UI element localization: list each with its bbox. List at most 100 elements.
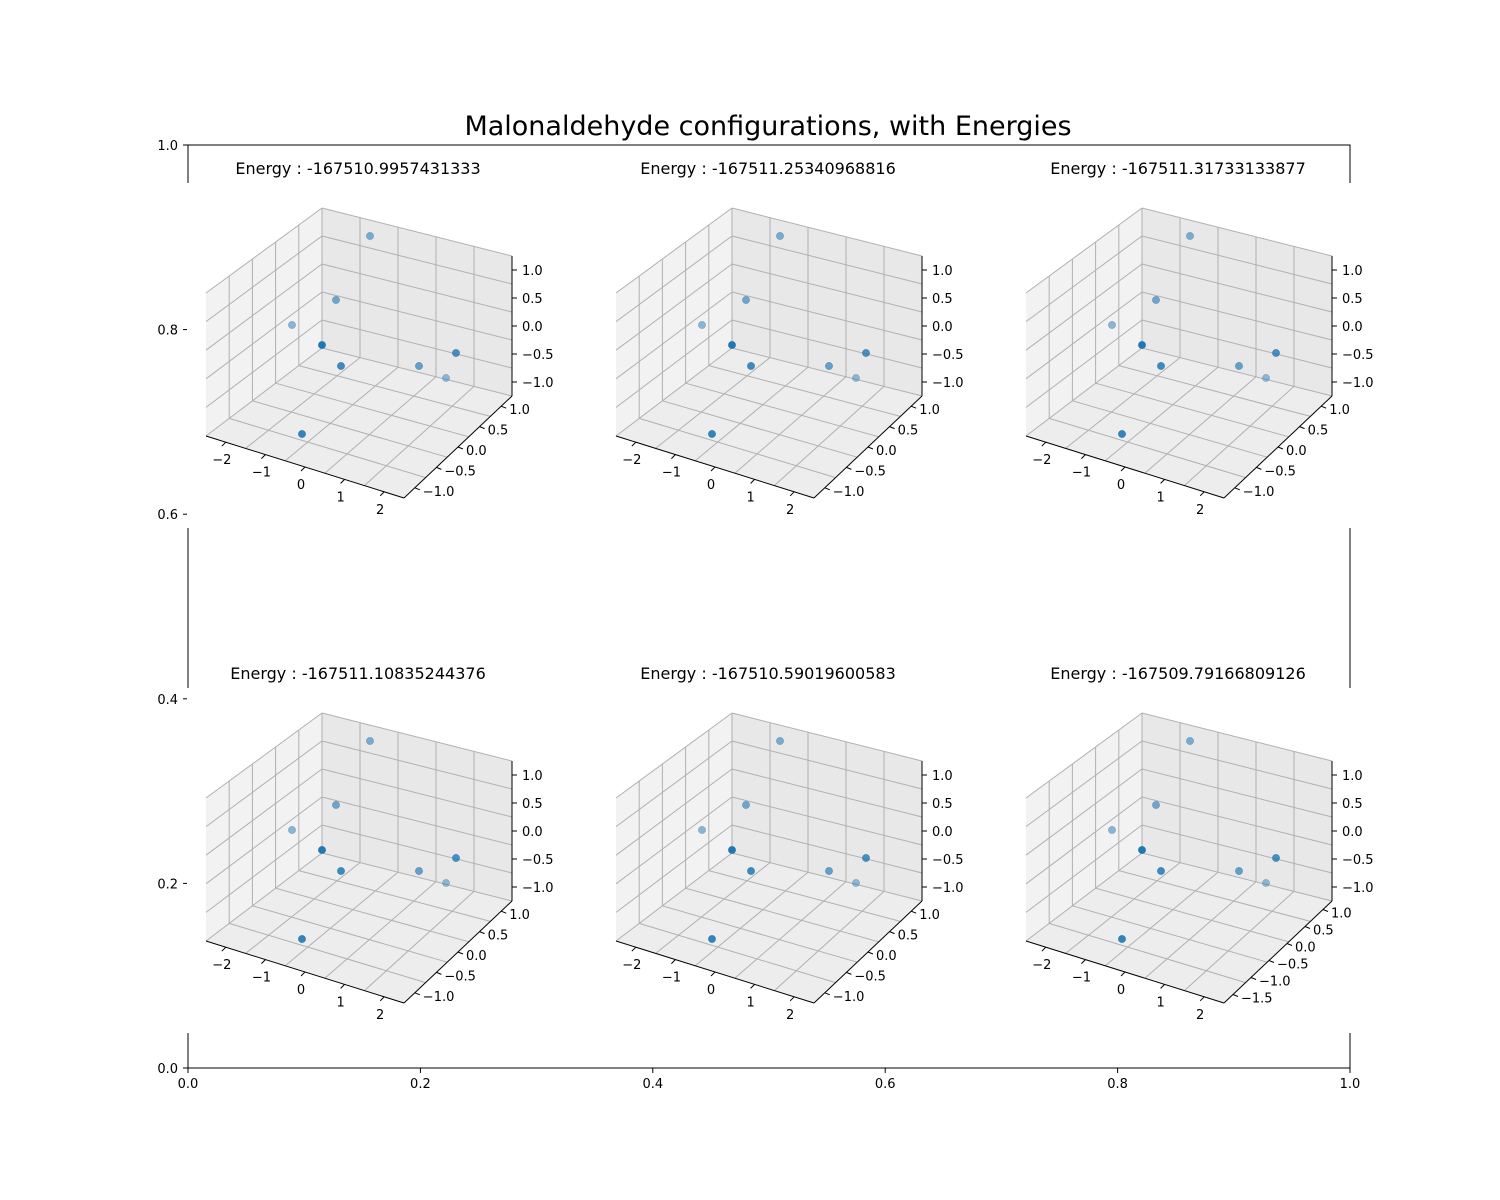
right-z-grid-line <box>321 796 513 846</box>
x-tick-mark <box>300 466 306 472</box>
left-pane <box>1026 208 1142 436</box>
z-tick-label: −0.5 <box>1342 853 1374 868</box>
y-tick-mark <box>414 992 420 996</box>
outer-x-tick-label: 0.0 <box>178 1077 199 1092</box>
scatter-point <box>1138 341 1146 349</box>
floor-grid-line <box>639 922 836 984</box>
x-tick-label: −2 <box>622 453 641 468</box>
subplot-3d-1: −2−1012−1.0−0.50.00.51.01.00.50.0−0.5−1.… <box>187 159 577 528</box>
floor-grid-line <box>1144 376 1257 474</box>
scatter-point <box>452 349 460 357</box>
outer-y-tick-label: 0.8 <box>157 324 178 339</box>
left-z-grid-line <box>1025 740 1143 828</box>
y-tick-label: 0.5 <box>488 424 509 439</box>
floor-grid-line <box>1049 417 1246 479</box>
scatter-point <box>1152 801 1160 809</box>
scatter-point <box>747 362 755 370</box>
z-tick-label: 0.0 <box>522 825 543 840</box>
subplot-3d-2: −2−1012−1.0−0.50.00.51.01.00.50.0−0.5−1.… <box>597 159 987 528</box>
y-tick-label: −1.0 <box>423 990 455 1005</box>
box-edge <box>615 712 733 799</box>
y-tick-mark <box>1321 405 1327 409</box>
floor-grid-line <box>655 862 771 954</box>
x-tick-label: 0 <box>297 983 305 998</box>
right-z-grid-line <box>731 291 923 341</box>
x-tick-label: 1 <box>336 995 344 1010</box>
x-tick-label: −1 <box>662 466 681 481</box>
box-edge <box>1025 207 1143 294</box>
left-z-grid-line <box>615 824 733 913</box>
right-pane <box>322 208 512 396</box>
y-tick-mark <box>436 971 442 975</box>
floor-grid-line <box>708 870 901 922</box>
x-tick-mark <box>340 479 345 484</box>
y-tick-label: 1.0 <box>509 908 530 923</box>
floor-grid-line <box>245 357 361 449</box>
x-tick-label: 0 <box>1117 478 1125 493</box>
subplot-title: Energy : -167511.25340968816 <box>640 159 896 178</box>
x-tick-mark <box>221 441 227 447</box>
x-tick-mark <box>750 984 755 989</box>
x-tick-mark <box>1199 491 1205 497</box>
subplot-title: Energy : -167511.10835244376 <box>230 664 486 683</box>
floor-grid-line <box>708 365 901 417</box>
x-tick-label: −2 <box>622 958 641 973</box>
left-z-grid-line <box>205 796 323 885</box>
right-z-grid-line <box>321 235 513 285</box>
floor-grid-line <box>1095 887 1289 943</box>
subplot-title: Energy : -167510.59019600583 <box>640 664 896 683</box>
right-z-grid-line <box>1141 235 1333 285</box>
y-tick-mark <box>1299 426 1305 430</box>
subplot-3d-4: −2−1012−1.0−0.50.00.51.01.00.50.0−0.5−1.… <box>187 664 577 1033</box>
outer-x-tick-label: 0.4 <box>642 1077 663 1092</box>
right-pane <box>322 713 512 901</box>
x-tick-mark <box>1041 441 1047 447</box>
y-tick-label: −0.5 <box>444 969 476 984</box>
y-tick-mark <box>911 910 917 914</box>
subplot-3d-5: −2−1012−1.0−0.50.00.51.01.00.50.0−0.5−1.… <box>597 664 987 1033</box>
floor-grid-line <box>1104 871 1219 967</box>
y-tick-label: 0.0 <box>466 949 487 964</box>
x-tick-mark <box>631 946 637 952</box>
scatter-point <box>728 846 736 854</box>
floor-grid-line <box>734 881 847 979</box>
y-tick-label: 1.0 <box>1331 907 1352 922</box>
scatter-point <box>1272 854 1280 862</box>
x-tick-mark <box>671 454 676 459</box>
z-tick-label: 1.0 <box>522 769 543 784</box>
z-tick-label: 0.0 <box>522 320 543 335</box>
floor-grid-line <box>284 871 399 967</box>
y-tick-mark <box>457 446 464 450</box>
floor-grid-line <box>284 366 399 462</box>
x-tick-label: −2 <box>1032 958 1051 973</box>
floor-grid-line <box>245 862 361 954</box>
floor-grid-line <box>694 366 809 462</box>
x-tick-label: −1 <box>662 971 681 986</box>
box-edge <box>205 207 323 294</box>
x-tick-mark <box>1160 479 1165 484</box>
scatter-point <box>698 826 706 834</box>
left-pane <box>206 713 322 941</box>
x-tick-mark <box>710 971 716 977</box>
floor-grid-line <box>1072 905 1268 963</box>
floor-grid-line <box>364 386 475 486</box>
z-tick-label: −1.0 <box>1342 376 1374 391</box>
scatter-point <box>288 826 296 834</box>
y-tick-mark <box>1268 960 1275 963</box>
floor-grid-line <box>275 382 469 438</box>
z-tick-label: 1.0 <box>932 769 953 784</box>
outer-y-tick-label: 0.6 <box>157 508 178 523</box>
scatter-point <box>852 879 860 887</box>
floor-grid-line <box>1184 891 1295 991</box>
box-edge <box>205 712 323 799</box>
box-edge <box>1025 712 1143 799</box>
y-tick-label: −1.5 <box>1241 992 1273 1007</box>
y-tick-label: 0.0 <box>1295 941 1316 956</box>
x-tick-label: 2 <box>1196 503 1204 518</box>
floor-grid-line <box>252 905 448 963</box>
scatter-point <box>366 737 374 745</box>
left-z-grid-line <box>1025 263 1143 351</box>
z-tick-label: 0.0 <box>932 320 953 335</box>
